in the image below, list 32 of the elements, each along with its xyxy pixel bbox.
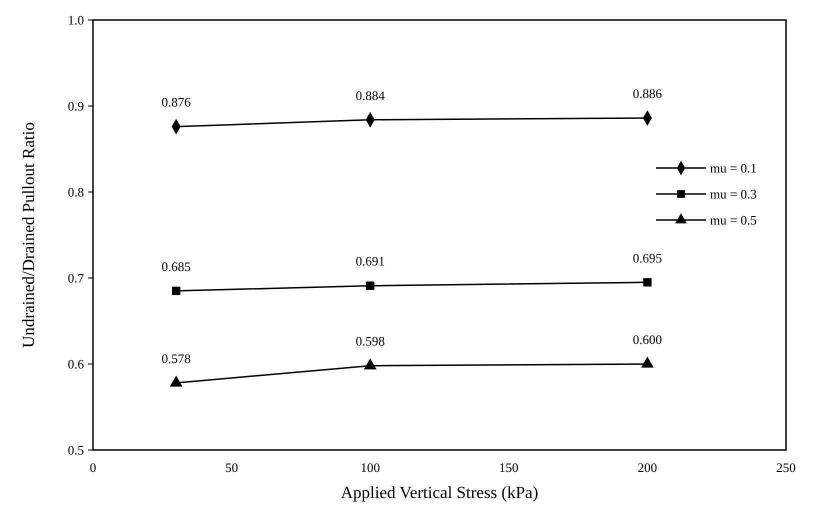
point (364, 358, 377, 370)
y-tick-label: 1.0 (68, 12, 84, 28)
x-tick-label: 50 (225, 460, 238, 475)
legend-label: mu = 0.3 (710, 186, 757, 202)
x-tick-label: 100 (360, 460, 380, 475)
legend-label: mu = 0.5 (710, 212, 757, 228)
point (366, 282, 374, 290)
y-tick-label: 0.7 (68, 270, 84, 286)
point (643, 278, 652, 286)
y-tick-label: 0.9 (68, 98, 84, 114)
point (172, 286, 180, 296)
data-label: 0.695 (632, 250, 662, 266)
x-tick-label: 250 (776, 460, 796, 475)
data-label: 0.685 (162, 258, 191, 274)
x-tick-label: 150 (499, 460, 519, 475)
legend-label: mu = 0.1 (710, 160, 757, 176)
point (170, 376, 183, 387)
data-label: 0.578 (162, 350, 191, 366)
x-tick-label: 200 (638, 460, 658, 475)
data-label: 0.598 (356, 334, 385, 349)
data-label: 0.876 (162, 94, 192, 110)
x-axis-title: Applied Vertical Stress (kPa) (340, 483, 538, 502)
data-label: 0.884 (356, 88, 386, 103)
y-tick-label: 0.6 (68, 356, 84, 372)
data-label: 0.886 (632, 86, 663, 102)
data-label: 0.691 (356, 254, 385, 269)
y-axis-title: Undrained/Drained Pullout Ratio (19, 122, 38, 348)
x-tick-label: 0 (90, 460, 96, 475)
y-tick-label: 0.8 (68, 184, 84, 200)
data-label: 0.600 (632, 332, 662, 347)
point (641, 356, 654, 368)
y-tick-label: 0.5 (68, 442, 84, 458)
